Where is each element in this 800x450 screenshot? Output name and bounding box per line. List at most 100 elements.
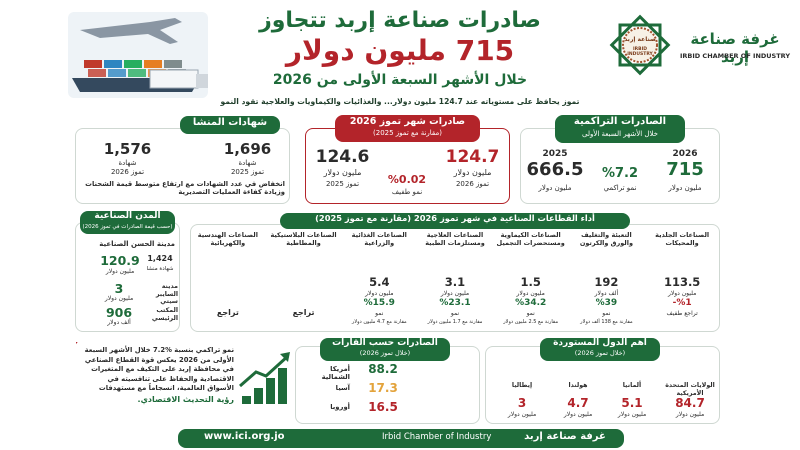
countries-value: 84.7: [675, 396, 705, 410]
countries-name: هولندا: [568, 382, 588, 389]
cumulative-value: 715: [666, 159, 704, 180]
sectors-change: %39: [595, 298, 618, 308]
sectors-comparison: مقارنة مع 2.5 مليون دولار: [503, 319, 559, 325]
panel: [75, 222, 180, 332]
logo-emblem-ar: صناعة إربد: [624, 36, 656, 43]
title-tab: [180, 116, 280, 134]
countries-name: ألمانيا: [622, 382, 642, 389]
sectors-value: 5.4: [369, 275, 390, 289]
cumulative-unit: مليون دولار: [538, 184, 572, 192]
container: [128, 69, 146, 77]
cumulative-year: 2025: [542, 149, 568, 159]
july-unit: مليون دولار: [453, 168, 492, 177]
header-subtitle: خلال الأشهر السبعة الأولى من 2026: [272, 72, 528, 88]
cumulative-value: %7.2: [601, 166, 639, 181]
certificates-title: شهادات المنشا: [192, 117, 268, 128]
july-unit: مليون دولار: [323, 168, 362, 177]
statement-text: نمو تراكمي بنسبة %7.2 خلال الأشهر السبعة…: [84, 346, 234, 393]
cumulative-title: الصادرات التراكمية: [573, 116, 667, 127]
truck: [149, 69, 199, 89]
sectors-change-label: نمو: [602, 310, 611, 317]
continents-value: 88.2: [368, 362, 398, 376]
sectors-change: %34.2: [515, 298, 547, 308]
sectors-value: 192: [594, 275, 619, 289]
sectors-name: الصناعات الغذائية والزراعية: [351, 231, 407, 247]
cumulative-label: نمو تراكمي: [603, 184, 637, 192]
sectors-name: الصناعات البلاستيكية والمطاطية: [270, 231, 337, 247]
countries-value: 5.1: [621, 396, 643, 410]
cities-unit: مليون دولار: [104, 295, 134, 302]
cities-name: مدينة الحسن الصناعية: [99, 240, 175, 248]
continents-subtitle: (خلال تموز 2026): [359, 349, 411, 357]
header-title-line2: 715 مليون دولار: [285, 34, 515, 67]
growth-icon-arrow: [239, 354, 290, 388]
continents-name: أوروبا: [330, 403, 350, 411]
july-label: تموز 2025: [325, 180, 360, 188]
sectors-name: الصناعات الهندسية والكهربائية: [197, 231, 258, 247]
container: [164, 60, 182, 68]
cumulative-subtitle: خلال الأشهر السبعة الأولى: [581, 130, 658, 138]
certificates-note: انخفاض في عدد الشهادات مع ارتفاع متوسط ق…: [85, 180, 285, 197]
july-subtitle: (مقارنة مع تموز 2025): [373, 129, 442, 137]
sectors-change-label: تراجع: [216, 308, 239, 317]
july-label: نمو طفيف: [391, 188, 423, 196]
footer-name-en: Irbid Chamber of Industry: [382, 432, 492, 442]
cities-unit: ألف دولار: [107, 319, 131, 326]
countries-value: 3: [517, 396, 527, 410]
cities-certificates-label: شهادة منشا: [146, 266, 174, 272]
cities-value: 906: [105, 305, 133, 320]
sectors-unit: ألف دولار: [594, 290, 619, 297]
countries-unit: مليون دولار: [617, 411, 647, 418]
growth-icon-bar: [242, 396, 251, 404]
truck-cab: [196, 74, 208, 88]
container: [108, 69, 126, 77]
cities-certificates: 1,424: [147, 254, 173, 263]
countries-unit: مليون دولار: [675, 411, 705, 418]
panel: [75, 128, 290, 204]
container: [124, 60, 142, 68]
logo-emblem-en: IRBID INDUSTRY: [627, 47, 653, 58]
sectors-name: الصناعات الجلدية والمحيكات: [655, 231, 710, 247]
sectors-change: %23.1: [439, 298, 471, 308]
continents-value: 17.3: [368, 381, 398, 395]
container: [88, 69, 106, 77]
continents-title: الصادرات حسب القارات: [332, 338, 438, 348]
sectors-name: التعبئة والتغليف والورق والكرتون: [579, 231, 634, 247]
certificates-label: تموز 2025: [230, 168, 265, 176]
countries-title: أهم الدول المستوردة: [553, 338, 647, 348]
july-symbol: =: [399, 148, 415, 168]
growth-icon-bar: [278, 368, 287, 404]
certificates-unit: شهادة: [118, 159, 137, 167]
statement-panel: [75, 340, 235, 422]
sectors-title: أداء القطاعات الصناعية في شهر تموز 2026 …: [315, 213, 595, 223]
logo-name-en: IRBID CHAMBER OF INDUSTRY: [679, 52, 791, 60]
growth-icon-arrow: [280, 352, 290, 362]
certificates-value: 1,576: [103, 140, 152, 158]
title-tab: [280, 213, 630, 229]
countries-unit: مليون دولار: [507, 411, 537, 418]
emblem-square: [618, 23, 662, 67]
certificates-unit: شهادة: [238, 159, 257, 167]
continents-name: أمريكا الشمالية: [321, 365, 350, 382]
sectors-unit: مليون دولار: [365, 290, 394, 297]
july-value: 124.6: [315, 147, 370, 167]
title-tab: [80, 211, 175, 234]
continents-name: آسيا: [335, 384, 350, 392]
title-tab: [540, 338, 660, 361]
container: [144, 60, 162, 68]
panel: [190, 224, 720, 332]
sectors-name: الصناعات العلاجية ومستلزمات الطبية: [425, 231, 485, 247]
countries-name: الولايات المتحدة الأمريكية: [665, 382, 715, 397]
title-tab: [335, 115, 480, 142]
sectors-comparison: مقارنة مع 4.7 مليون دولار: [351, 319, 407, 325]
cumulative-value: 666.5: [526, 159, 584, 180]
countries-unit: مليون دولار: [563, 411, 593, 418]
header-banner: تموز يحافظ على مستوياته عند 124.7 مليون …: [220, 97, 580, 106]
certificates-value: 1,696: [223, 140, 272, 158]
container: [104, 60, 122, 68]
countries-value: 4.7: [567, 396, 589, 410]
sectors-comparison: مقارنة مع 138 ألف دولار: [580, 319, 633, 325]
footer-name-ar: غرفة صناعة إربد: [524, 431, 606, 442]
cities-value: 120.9: [100, 253, 140, 268]
